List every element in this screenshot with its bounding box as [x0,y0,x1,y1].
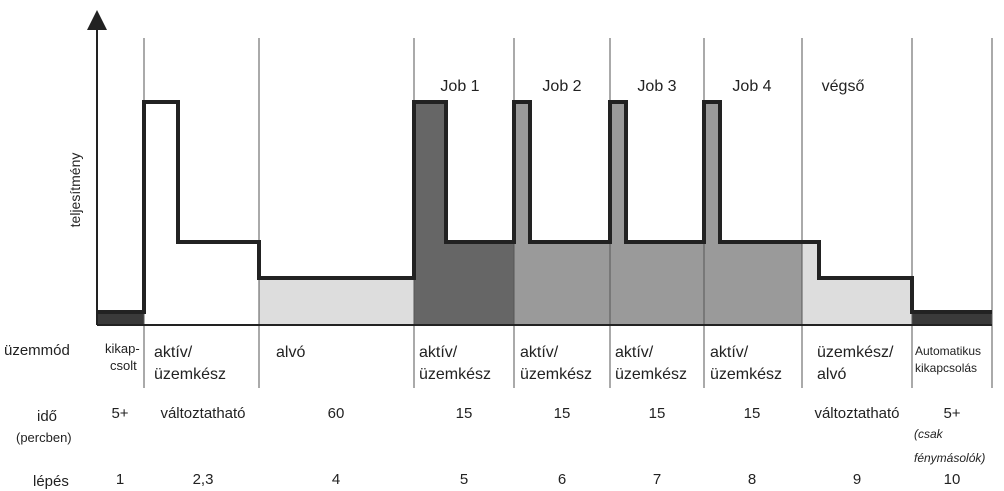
fill-job2-high [514,102,530,325]
phase-title-job3: Job 3 [637,78,676,95]
step-col3: 4 [332,471,340,488]
mode-col5-line1: aktív/ [520,344,559,361]
fill-autooff-region [912,312,992,325]
row-labels: üzemmód idő (percben) lépés [4,342,72,490]
time-col9: 5+ [943,405,960,422]
fill-final-b [819,278,912,325]
mode-col1-line2: csolt [110,358,137,373]
mode-col9-line2: kikapcsolás [915,361,977,375]
fill-job4-low [720,242,802,325]
mode-col6-line2: üzemkész [615,366,687,383]
step-col4: 5 [460,471,468,488]
time-col2: változtatható [160,405,245,422]
mode-col9-line1: Automatikus [915,344,981,358]
fill-job3-low [626,242,704,325]
row-label-time-unit: (percben) [16,430,72,445]
fill-job2-low [530,242,610,325]
phase-title-job1: Job 1 [440,78,479,95]
time-col1: 5+ [111,405,128,422]
row-label-time: idő [37,408,57,425]
time-row: 5+ változtatható 60 15 15 15 15 változta… [111,405,985,465]
time-col7: 15 [744,405,761,422]
time-col5: 15 [554,405,571,422]
mode-col4-line2: üzemkész [419,366,491,383]
fill-off-region [97,312,144,325]
phase-title-job2: Job 2 [542,78,581,95]
step-col5: 6 [558,471,566,488]
mode-col7-line2: üzemkész [710,366,782,383]
mode-col5-line2: üzemkész [520,366,592,383]
fill-job4-high [704,102,720,325]
step-col1: 1 [116,471,124,488]
fill-job1-low [446,242,514,325]
time-col9-note-line2: fénymásolók) [914,451,985,465]
time-col8: változtatható [814,405,899,422]
step-col7: 8 [748,471,756,488]
mode-col1-line1: kikap- [105,341,140,356]
mode-col2-line1: aktív/ [154,344,193,361]
mode-row: kikap- csolt aktív/ üzemkész alvó aktív/… [105,341,981,383]
fill-job1-high [414,102,446,325]
time-col3: 60 [328,405,345,422]
phase-title-final: végső [822,78,865,95]
mode-col6-line1: aktív/ [615,344,654,361]
power-profile-line [97,100,992,314]
row-label-mode: üzemmód [4,342,70,359]
phase-titles: Job 1 Job 2 Job 3 Job 4 végső [440,78,864,95]
step-col2: 2,3 [193,471,214,488]
fill-sleep-region [259,278,414,325]
fill-job3-high [610,102,626,325]
mode-col8-line2: alvó [817,366,846,383]
mode-col4-line1: aktív/ [419,344,458,361]
power-fills [97,102,992,325]
mode-col2-line2: üzemkész [154,366,226,383]
time-col6: 15 [649,405,666,422]
mode-col7-line1: aktív/ [710,344,749,361]
time-col9-note-line1: (csak [914,427,944,441]
time-col4: 15 [456,405,473,422]
mode-col3-line1: alvó [276,344,305,361]
y-axis-label: teljesítmény [67,153,83,228]
row-label-step: lépés [33,473,69,490]
step-col8: 9 [853,471,861,488]
step-col9: 10 [944,471,961,488]
mode-col8-line1: üzemkész/ [817,344,894,361]
step-col6: 7 [653,471,661,488]
phase-title-job4: Job 4 [732,78,771,95]
fill-final-a [802,242,819,325]
step-row: 1 2,3 4 5 6 7 8 9 10 [116,471,961,488]
